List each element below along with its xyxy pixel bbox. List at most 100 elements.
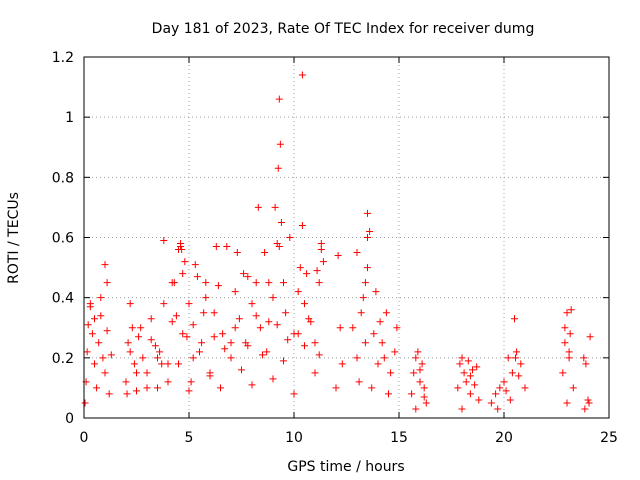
data-point (359, 294, 367, 302)
data-point (273, 321, 281, 329)
data-point (313, 267, 321, 275)
data-point (101, 369, 109, 377)
data-point (290, 390, 298, 398)
data-point (189, 321, 197, 329)
data-point (128, 324, 136, 332)
data-point (504, 354, 512, 362)
data-point (97, 294, 105, 302)
data-point (296, 264, 304, 272)
data-point (353, 354, 361, 362)
x-tick-labels: 0 5 10 15 20 25 (80, 430, 618, 446)
data-point (280, 279, 287, 287)
data-point (223, 243, 231, 251)
data-point (147, 336, 155, 344)
y-tick-label: 0.4 (52, 291, 74, 307)
data-point (254, 203, 262, 211)
data-point (88, 330, 96, 338)
data-point (227, 339, 235, 347)
data-point (502, 387, 510, 395)
data-point (466, 390, 474, 398)
data-point (301, 300, 308, 308)
data-point (193, 273, 201, 281)
data-point (311, 339, 319, 347)
y-axis-label: ROTI / TECUs (6, 192, 22, 284)
data-point (475, 396, 483, 404)
x-tick-label: 5 (185, 430, 194, 446)
data-point (317, 246, 325, 254)
data-point (280, 357, 287, 365)
data-point (298, 221, 306, 229)
data-point (492, 390, 500, 398)
data-point (231, 324, 239, 332)
data-point (137, 324, 145, 332)
data-point (315, 279, 323, 287)
data-point (130, 360, 138, 368)
data-point (217, 384, 224, 392)
data-point (361, 279, 369, 287)
data-point (123, 390, 131, 398)
data-point (160, 237, 168, 245)
data-point (420, 393, 428, 401)
x-tick-label: 20 (495, 430, 513, 446)
data-point (418, 360, 426, 368)
data-point (511, 315, 518, 323)
data-point (139, 354, 147, 362)
data-point (231, 288, 239, 296)
data-point (462, 378, 470, 386)
data-point (294, 330, 302, 338)
data-point (567, 306, 575, 314)
data-point (458, 354, 466, 362)
data-point (357, 309, 365, 317)
x-tick-label: 15 (390, 430, 408, 446)
data-point (469, 366, 476, 374)
data-point (561, 324, 569, 332)
data-point (512, 354, 520, 362)
data-point (275, 243, 283, 251)
data-point (566, 330, 574, 338)
y-tick-label: 0 (65, 411, 74, 427)
data-point (410, 369, 418, 377)
data-point (500, 378, 508, 386)
data-point (183, 333, 191, 341)
data-point (200, 309, 208, 317)
data-point (563, 399, 571, 407)
data-point (248, 300, 256, 308)
data-point (252, 312, 260, 320)
data-point (584, 396, 592, 404)
grid-lines (84, 57, 609, 418)
data-points (81, 71, 594, 413)
data-point (521, 384, 529, 392)
data-point (151, 342, 159, 350)
data-point (275, 95, 283, 103)
data-point (466, 372, 474, 380)
data-point (214, 282, 222, 290)
data-point (585, 399, 593, 407)
data-point (175, 360, 182, 368)
data-point (506, 396, 514, 404)
data-point (265, 318, 273, 326)
data-point (336, 324, 344, 332)
data-point (93, 384, 101, 392)
data-point (385, 390, 392, 398)
data-point (212, 243, 220, 251)
data-point (103, 279, 111, 287)
data-point (158, 360, 166, 368)
data-point (494, 405, 502, 413)
data-point (126, 300, 134, 308)
data-point (95, 339, 103, 347)
data-point (372, 288, 380, 296)
data-point (496, 384, 504, 392)
data-point (586, 333, 594, 341)
data-point (515, 372, 523, 380)
data-point (181, 258, 189, 266)
data-point (311, 369, 319, 377)
data-point (154, 354, 161, 362)
data-point (99, 354, 107, 362)
data-point (332, 384, 340, 392)
data-point (259, 351, 266, 359)
chart-title: Day 181 of 2023, Rate Of TEC Index for r… (152, 21, 535, 37)
data-point (124, 339, 132, 347)
data-point (263, 348, 271, 356)
data-point (238, 366, 245, 374)
